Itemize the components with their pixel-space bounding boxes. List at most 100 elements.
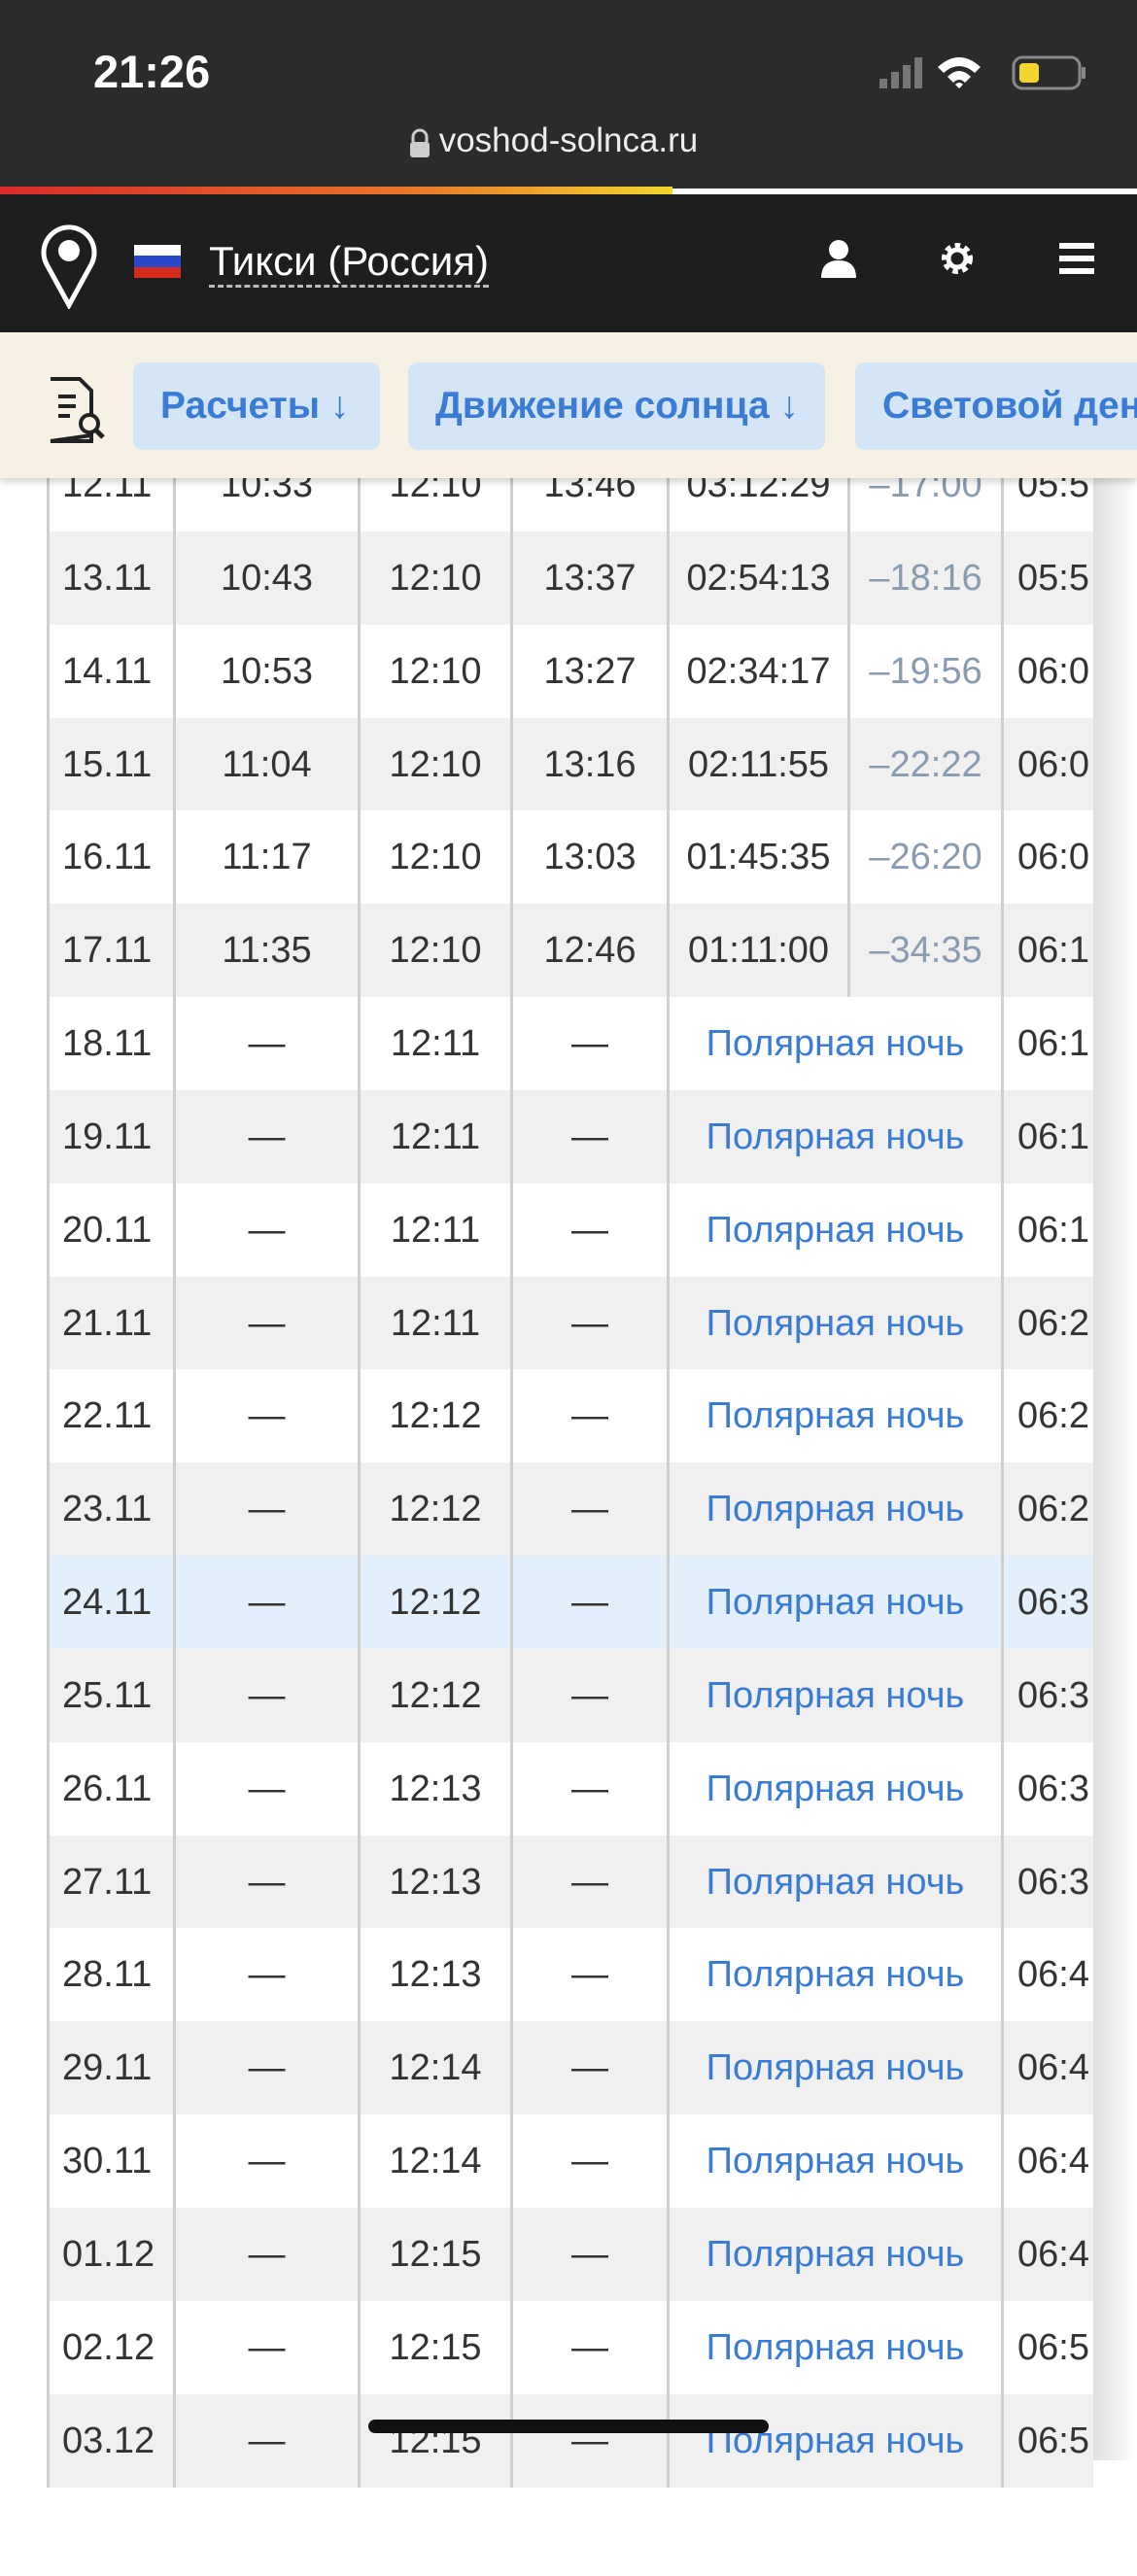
scroll-fade xyxy=(1093,438,1137,2460)
table-cell: — xyxy=(173,2393,358,2488)
table-cell: — xyxy=(510,2114,667,2209)
table-cell: Полярная ночь xyxy=(667,1462,1001,1557)
table-cell: 11:04 xyxy=(173,717,358,811)
table-cell: Полярная ночь xyxy=(667,1928,1001,2022)
site-header xyxy=(0,194,1137,332)
table-cell: — xyxy=(173,2300,358,2394)
table-cell: Полярная ночь xyxy=(667,2207,1001,2301)
date-cell: 19.11 xyxy=(47,1089,173,1184)
table-row: 03.12—12:15— Полярная ночь 06:5 xyxy=(47,2393,1093,2488)
table-cell: 12:11 xyxy=(358,1183,510,1277)
table-cell: 12:11 xyxy=(358,1276,510,1370)
table-row: 16.11 11:17 12:10 13:03 01:45:35 –26:20 06:0 xyxy=(47,810,1093,905)
progress-bar xyxy=(0,187,672,194)
table-cell: — xyxy=(173,1835,358,1929)
table-row: 13.11 10:43 12:10 13:37 02:54:13 –18:16 05:5 xyxy=(47,531,1093,625)
table-cell: — xyxy=(510,1183,667,1277)
table-cell: 12:10 xyxy=(358,904,510,998)
date-cell: 03.12 xyxy=(47,2393,173,2488)
date-cell: 27.11 xyxy=(47,1835,173,1929)
date-cell: 18.11 xyxy=(47,997,173,1091)
table-cell: 01:45:35 xyxy=(667,810,847,905)
table-cell: — xyxy=(510,997,667,1091)
table-cell: Полярная ночь xyxy=(667,1648,1001,1742)
tab-button[interactable]: Движение солнца ↓ xyxy=(408,362,825,450)
date-cell: 30.11 xyxy=(47,2114,173,2209)
status-bar: 21:26 voshod-solnca.ru xyxy=(0,0,1137,189)
table-cell: 06:2 xyxy=(1001,1462,1093,1557)
tab-button[interactable]: Расчеты ↓ xyxy=(133,362,380,450)
table-cell: — xyxy=(173,2021,358,2115)
user-icon[interactable] xyxy=(821,239,856,278)
table-cell: 11:17 xyxy=(173,810,358,905)
table-cell: 06:4 xyxy=(1001,2207,1093,2301)
page: {"status_bar":{"time":"21:26","url":"vos… xyxy=(0,0,1137,2488)
sun-table: 12.11 10:33 12:10 13:46 03:12:29 –17:00 05:5 13… xyxy=(47,438,1093,2576)
table-cell: 11:35 xyxy=(173,904,358,998)
table-cell: 12:10 xyxy=(358,531,510,625)
settings-icon[interactable] xyxy=(940,241,975,276)
tab-button[interactable]: Световой день xyxy=(855,362,1137,450)
table-cell: — xyxy=(173,1369,358,1463)
clock: 21:26 xyxy=(93,46,211,97)
date-cell: 25.11 xyxy=(47,1648,173,1742)
table-cell: 12:12 xyxy=(358,1462,510,1557)
table-cell: 12:13 xyxy=(358,1741,510,1836)
table-cell: 06:2 xyxy=(1001,1276,1093,1370)
home-indicator xyxy=(368,2420,769,2433)
date-cell: 16.11 xyxy=(47,810,173,905)
table-row: 26.11—12:13— Полярная ночь 06:3 xyxy=(47,1741,1093,1836)
table-cell: 12:10 xyxy=(358,810,510,905)
table-cell: 12:12 xyxy=(358,1369,510,1463)
table-cell: Полярная ночь xyxy=(667,2300,1001,2394)
table-row: 15.11 11:04 12:10 13:16 02:11:55 –22:22 06:0 xyxy=(47,717,1093,811)
table-cell: 13:16 xyxy=(510,717,667,811)
table-row: 20.11—12:11— Полярная ночь 06:1 xyxy=(47,1183,1093,1277)
table-cell: 06:0 xyxy=(1001,624,1093,718)
date-cell: 17.11 xyxy=(47,904,173,998)
table-cell: Полярная ночь xyxy=(667,2393,1001,2488)
date-cell: 29.11 xyxy=(47,2021,173,2115)
menu-icon[interactable] xyxy=(1059,243,1094,274)
table-cell: –19:56 xyxy=(847,624,1001,718)
table-cell: Полярная ночь xyxy=(667,1369,1001,1463)
table-cell: — xyxy=(173,1648,358,1742)
table-cell: 06:4 xyxy=(1001,2021,1093,2115)
search-doc-icon[interactable] xyxy=(47,377,107,443)
table-cell: — xyxy=(173,1556,358,1650)
logo[interactable] xyxy=(35,222,103,309)
table-cell: Полярная ночь xyxy=(667,1556,1001,1650)
table-cell: 06:1 xyxy=(1001,997,1093,1091)
table-cell: — xyxy=(173,1276,358,1370)
table-cell: 06:0 xyxy=(1001,717,1093,811)
table-cell: 02:34:17 xyxy=(667,624,847,718)
table-cell: 06:2 xyxy=(1001,1369,1093,1463)
date-cell: 26.11 xyxy=(47,1741,173,1836)
table-row: 14.11 10:53 12:10 13:27 02:34:17 –19:56 06:0 xyxy=(47,624,1093,718)
table-cell: 06:1 xyxy=(1001,904,1093,998)
table-cell: Полярная ночь xyxy=(667,997,1001,1091)
table-cell: 06:3 xyxy=(1001,1556,1093,1650)
table-cell: 12:15 xyxy=(358,2300,510,2394)
table-cell: 13:03 xyxy=(510,810,667,905)
table-cell: — xyxy=(510,2207,667,2301)
table-row: 02.12—12:15— Полярная ночь 06:5 xyxy=(47,2300,1093,2394)
table-cell: — xyxy=(510,2021,667,2115)
table-cell: — xyxy=(173,1462,358,1557)
url[interactable]: voshod-solnca.ru xyxy=(438,121,699,159)
table-cell: –26:20 xyxy=(847,810,1001,905)
table-cell: Полярная ночь xyxy=(667,1835,1001,1929)
table-cell: 06:0 xyxy=(1001,810,1093,905)
date-cell: 21.11 xyxy=(47,1276,173,1370)
tab-bar: Расчеты ↓ Движение солнца ↓ Световой ден… xyxy=(0,332,1137,478)
table-row: 22.11—12:12— Полярная ночь 06:2 xyxy=(47,1369,1093,1463)
table-cell: — xyxy=(510,1369,667,1463)
table-cell: 13:37 xyxy=(510,531,667,625)
table-cell: 12:12 xyxy=(358,1556,510,1650)
table-cell: — xyxy=(510,2393,667,2488)
table-row: 30.11—12:14— Полярная ночь 06:4 xyxy=(47,2114,1093,2209)
table-row: 21.11—12:11— Полярная ночь 06:2 xyxy=(47,1276,1093,1370)
table-cell: 06:4 xyxy=(1001,2114,1093,2209)
table-cell: 12:10 xyxy=(358,624,510,718)
location[interactable]: Тикси (Россия) xyxy=(209,238,489,288)
